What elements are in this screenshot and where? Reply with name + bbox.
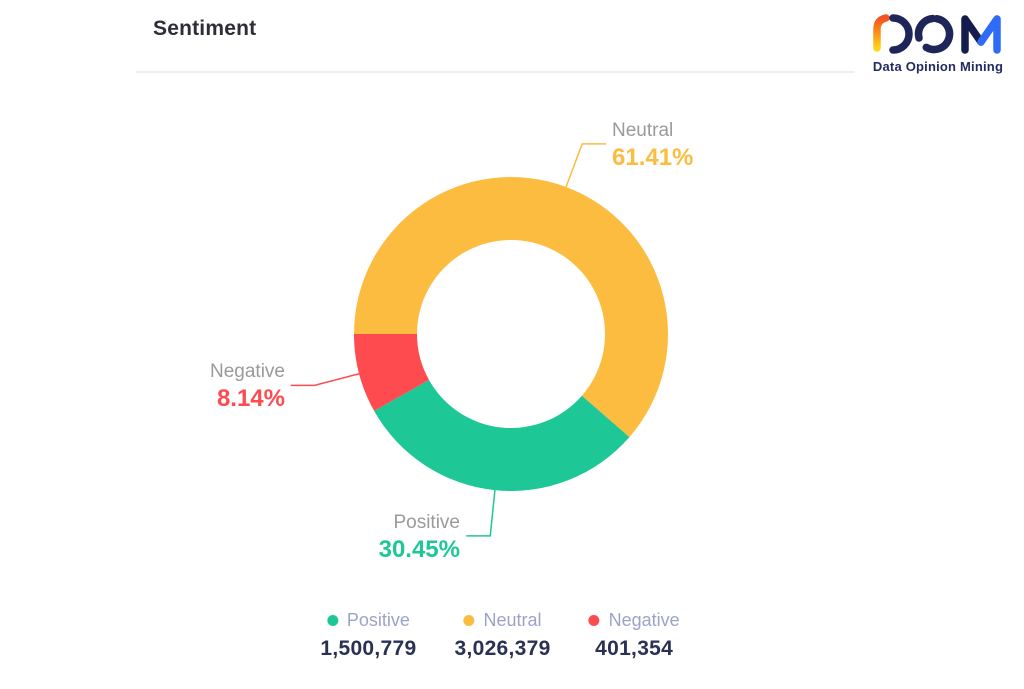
- legend-label-negative: Negative: [608, 610, 680, 630]
- legend-count-negative: 401,354: [595, 637, 674, 660]
- logo-letter-m: [961, 15, 1001, 54]
- negative-dot-icon: [588, 614, 600, 626]
- callout-positive-name: Positive: [393, 512, 460, 533]
- legend-count-neutral: 3,026,379: [454, 637, 551, 660]
- slice-neutral[interactable]: [354, 177, 669, 438]
- dom-logo-subtitle: Data Opinion Mining: [872, 59, 1004, 74]
- callout-negative: Negative 8.14%: [210, 359, 285, 413]
- label-line-neutral: [565, 143, 607, 189]
- callout-positive: Positive 30.45%: [379, 510, 460, 564]
- callout-positive-value: 30.45%: [378, 536, 460, 563]
- slice-negative[interactable]: [354, 334, 430, 411]
- callout-negative-name: Negative: [210, 361, 285, 382]
- legend-label-neutral: Neutral: [483, 610, 542, 630]
- legend-label-positive: Positive: [346, 610, 410, 630]
- label-line-positive: [466, 489, 496, 537]
- legend-item-negative[interactable]: Negative 401,354: [588, 609, 680, 661]
- legend-count-positive: 1,500,779: [320, 637, 417, 660]
- legend-item-positive[interactable]: Positive 1,500,779: [320, 609, 416, 661]
- slice-positive[interactable]: [374, 380, 630, 491]
- logo-letter-o: [914, 14, 954, 54]
- callout-neutral-name: Neutral: [612, 120, 674, 141]
- dom-logo: Data Opinion Mining: [868, 12, 1008, 74]
- chart-legend: Positive 1,500,779 Neutral 3,026,379 Neg…: [320, 609, 679, 661]
- page-title: Sentiment: [153, 17, 257, 40]
- callout-neutral-value: 61.41%: [612, 144, 694, 171]
- label-line-negative: [290, 372, 361, 387]
- dom-logo-mark: [873, 14, 1001, 54]
- callout-negative-value: 8.14%: [216, 385, 285, 412]
- positive-dot-icon: [326, 614, 338, 626]
- callout-neutral: Neutral 61.41%: [612, 118, 693, 172]
- neutral-dot-icon: [463, 614, 475, 626]
- legend-item-neutral[interactable]: Neutral 3,026,379: [454, 609, 550, 661]
- header-divider: [136, 71, 855, 73]
- logo-letter-d: [873, 14, 913, 54]
